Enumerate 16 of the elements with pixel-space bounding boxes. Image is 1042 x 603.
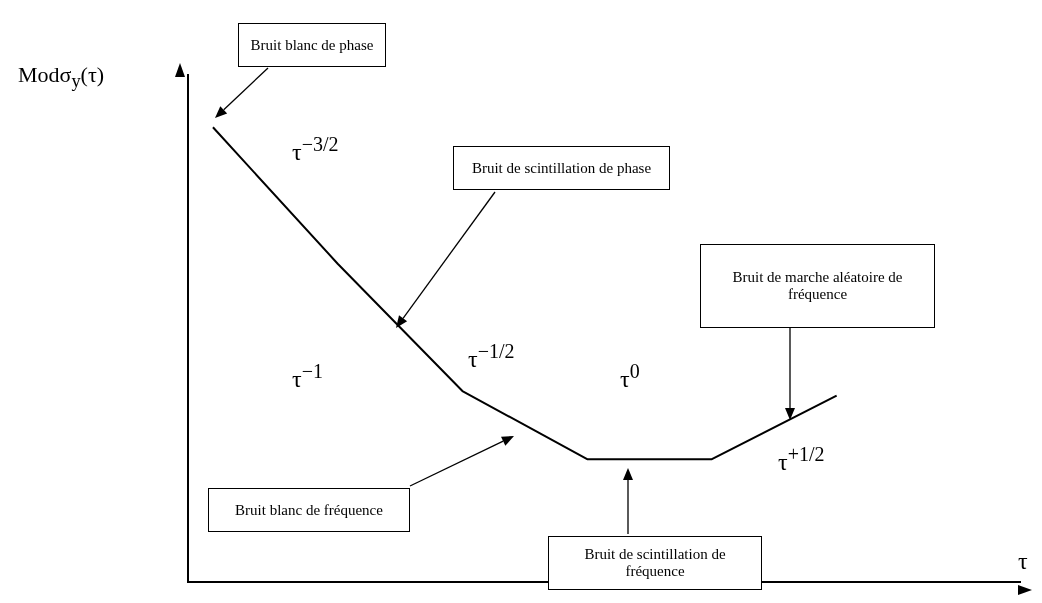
annotation: Bruit de scintillation de phase (471, 159, 652, 177)
label-box: Bruit de scintillation de fréquence (548, 536, 762, 590)
label-box: Bruit blanc de fréquence (208, 488, 410, 532)
annotation: Bruit de marche aléatoire de fréquence (731, 269, 904, 303)
annotation: τ$^{+1/2}$ (778, 443, 825, 476)
annotation: τ$^{−1}$ (292, 360, 323, 393)
annotation: Bruit blanc de fréquence (235, 501, 383, 519)
label-box: Bruit de scintillation de phase (453, 146, 670, 190)
annotation: τ$^{0}$ (620, 360, 640, 393)
annotation: τ$^{−1/2}$ (468, 340, 515, 373)
text: τ (1018, 548, 1028, 575)
annotation: Bruit de scintillation de fréquence (583, 546, 727, 580)
label-box: Bruit blanc de phase (238, 23, 386, 67)
label-box: Bruit de marche aléatoire de fréquence (700, 244, 935, 328)
y-axis-title: Modσ$_{y}$(τ) (18, 62, 105, 93)
annotation: τ$^{−3/2}$ (292, 133, 339, 166)
